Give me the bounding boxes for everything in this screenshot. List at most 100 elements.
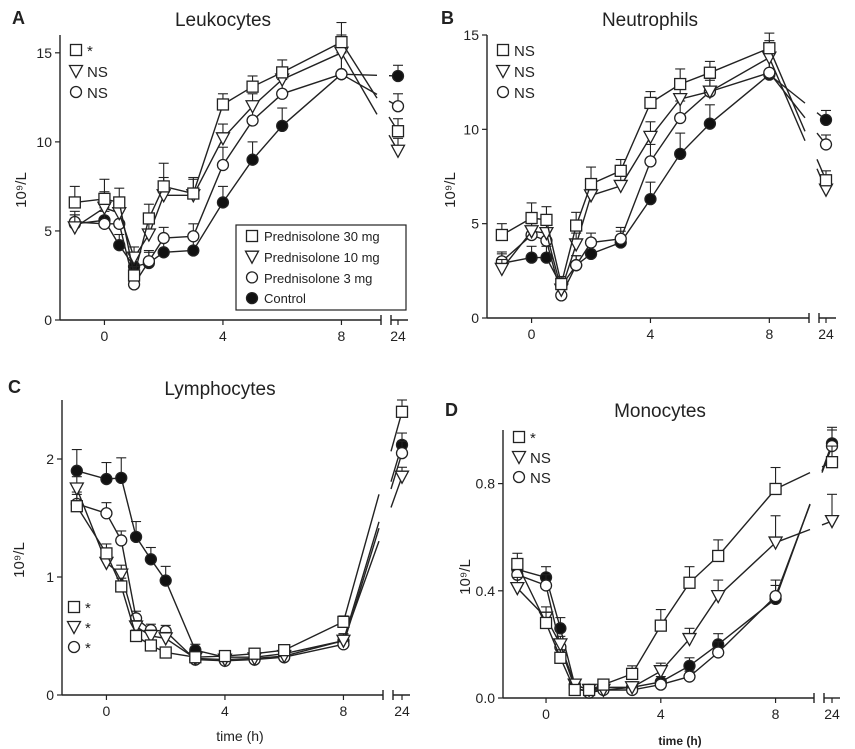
data-point [216,158,230,172]
data-point [394,470,410,485]
data-point [613,179,629,194]
y-tick-label: 0.8 [476,476,496,492]
data-point [70,464,83,477]
data-point [624,681,640,696]
data-point [554,651,567,664]
x-tick-label: 8 [340,703,348,719]
sig-label: * [530,430,536,447]
data-point [825,456,839,469]
data-point [702,85,718,100]
series-line-after-break [390,476,403,508]
data-point [187,230,200,243]
y-tick-label: 15 [463,27,479,43]
panel-letter: A [12,8,25,28]
x-tick-label: 0 [103,703,111,719]
data-point [525,251,538,264]
data-point [644,155,657,168]
significance-legend: NS NS NS [495,43,535,102]
plot-area: 0.0 0.4 0.8 0 4 8 24 [476,426,840,722]
x-tick-label: 4 [647,326,655,342]
sig-label: NS [530,470,551,487]
y-tick-label: 0.4 [476,583,496,599]
panel-title: Leukocytes [175,10,271,31]
data-point [390,144,406,159]
sig-label: * [87,43,93,60]
sig-marker [66,620,82,635]
data-point [159,646,172,659]
panel-letter: B [441,8,454,28]
sig-marker [512,430,526,444]
data-point [819,174,833,187]
data-point [276,66,289,79]
data-point [113,196,126,209]
data-point [763,66,776,79]
significance-legend: * NS NS [68,43,108,102]
data-point [70,500,83,513]
sig-label: * [85,600,91,617]
data-point [144,553,158,566]
data-point [215,132,231,147]
x-tick-label: 0 [528,326,536,342]
data-point [68,196,81,209]
series-line-to-break [340,41,378,99]
plot-area: 0 1 2 0 4 8 24 [46,399,410,719]
data-point [187,244,200,257]
data-point [115,534,128,547]
data-point [703,66,717,79]
data-point [276,119,289,132]
data-point [142,212,156,225]
y-axis-label: 10⁹/L [11,542,28,578]
data-point [712,646,725,659]
data-point [523,225,540,240]
sig-label: * [85,620,91,637]
data-point [244,100,261,115]
data-point [159,574,172,587]
series-line [516,542,777,691]
data-point [824,514,840,529]
data-point [248,647,261,660]
legend-entry: Prednisolone 3 mg [264,271,372,286]
data-point [98,217,111,230]
y-tick-label: 5 [471,216,479,232]
data-point [395,405,409,418]
sig-label: NS [530,450,551,467]
data-point [614,232,627,245]
data-point [157,231,170,245]
data-point [100,472,113,486]
data-point [625,667,639,681]
series-line [501,47,770,285]
legend-marker-circle [245,271,259,284]
legend: Prednisolone 30 mg Prednisolone 10 mg Pr… [235,224,407,311]
data-point [218,649,232,663]
panel-title: Monocytes [614,401,706,422]
series-line-to-break [775,528,811,544]
legend-marker [244,229,260,305]
data-point [67,221,83,236]
panel-b: B Neutrophils 10⁹/L 0 5 10 15 0 4 8 24 NS NS NS [441,8,836,342]
data-point [158,632,174,647]
data-point [69,482,85,497]
series-line-to-break [768,47,806,132]
data-point [511,557,524,571]
data-point [584,236,598,249]
data-point [584,177,598,191]
sig-marker [512,470,526,484]
data-point [216,98,230,111]
y-tick-label: 0 [471,310,479,326]
data-point [568,683,581,697]
data-point [100,547,113,560]
x-tick-label: 8 [765,326,773,342]
x-tick-label: 24 [818,326,834,342]
data-point [769,482,782,496]
data-point [654,678,667,691]
data-point [644,192,657,206]
series-line [517,574,777,694]
data-point [710,590,726,605]
data-point [391,125,405,138]
y-tick-label: 2 [46,451,54,467]
y-axis-label: 10⁹/L [457,559,474,595]
legend-marker-filled-circle [245,291,259,305]
legend-marker-square [245,229,259,243]
x-tick-label: 24 [824,706,840,722]
